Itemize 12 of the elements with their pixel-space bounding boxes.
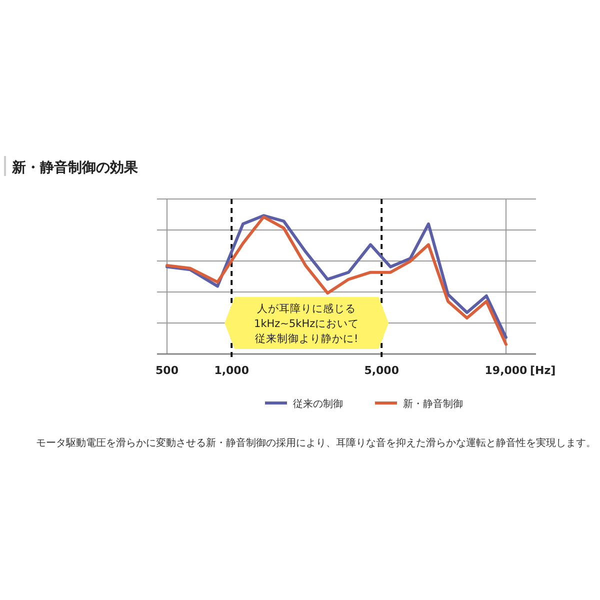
annotation: 人が耳障りに感じる [257, 302, 356, 315]
annotation: 1kHz~5kHzにおいて [254, 318, 360, 330]
annotation: 従来制御より静かに! [254, 332, 358, 345]
x-tick-label: 19,000 [484, 364, 528, 377]
text: モータ駆動電圧を滑らかに変動させる新・静音制御の採用により、耳障りな音を抑えた滑らかな運転と静音性を実現します。 [36, 437, 596, 449]
x-axis-title: [Hz] [530, 364, 556, 377]
x-tick-label: 5,000 [364, 364, 400, 377]
x-tick-label: 500 [156, 364, 179, 377]
chart-title: 新・静音制御の効果 [11, 159, 139, 176]
legend-label: 従来の制御 [293, 398, 343, 410]
x-tick-label: 1,000 [214, 364, 250, 377]
legend-label: 新・静音制御 [403, 398, 463, 410]
